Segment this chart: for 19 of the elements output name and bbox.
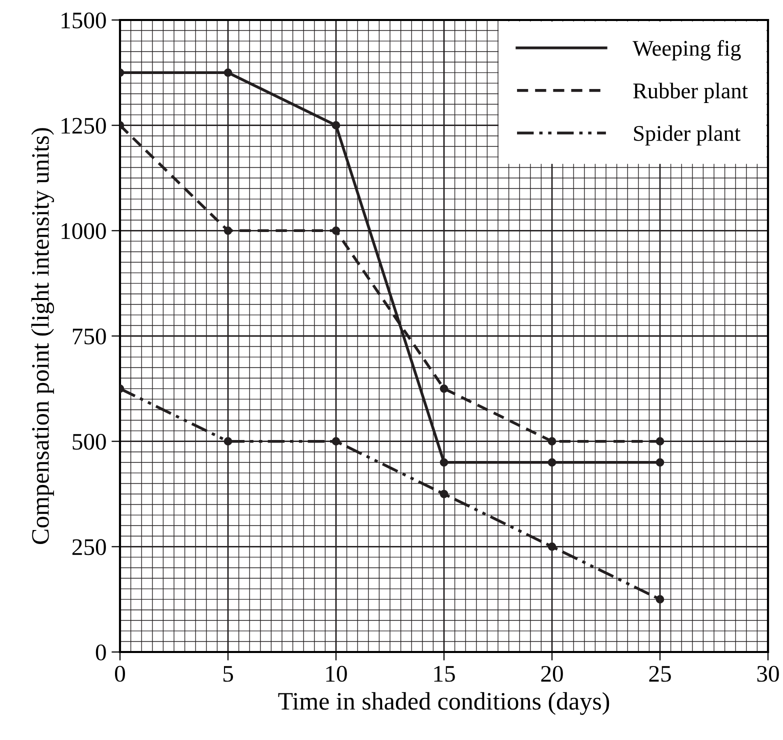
x-tick-label: 5 <box>223 666 233 682</box>
x-axis-title: Time in shaded conditions (days) <box>278 692 610 715</box>
y-tick-label: 500 <box>72 434 106 450</box>
y-tick-label: 1500 <box>62 12 106 28</box>
y-tick-label: 750 <box>72 328 106 344</box>
x-tick-label: 10 <box>326 666 347 682</box>
y-tick-label: 1250 <box>62 118 106 134</box>
x-tick-label: 15 <box>434 666 455 682</box>
x-tick-label: 30 <box>757 666 779 682</box>
legend-label: Rubber plant <box>633 82 748 103</box>
y-tick-label: 1000 <box>62 223 106 240</box>
x-tick-label: 0 <box>114 666 126 682</box>
x-tick-label: 25 <box>649 666 671 682</box>
legend-label: Spider plant <box>634 125 740 146</box>
y-tick-label: 0 <box>96 644 106 660</box>
y-tick-label: 250 <box>72 539 106 556</box>
legend-label: Weeping fig <box>632 40 741 60</box>
x-tick-label: 20 <box>541 666 563 682</box>
y-axis-title: Compensation point (light intensity units) <box>31 128 54 544</box>
